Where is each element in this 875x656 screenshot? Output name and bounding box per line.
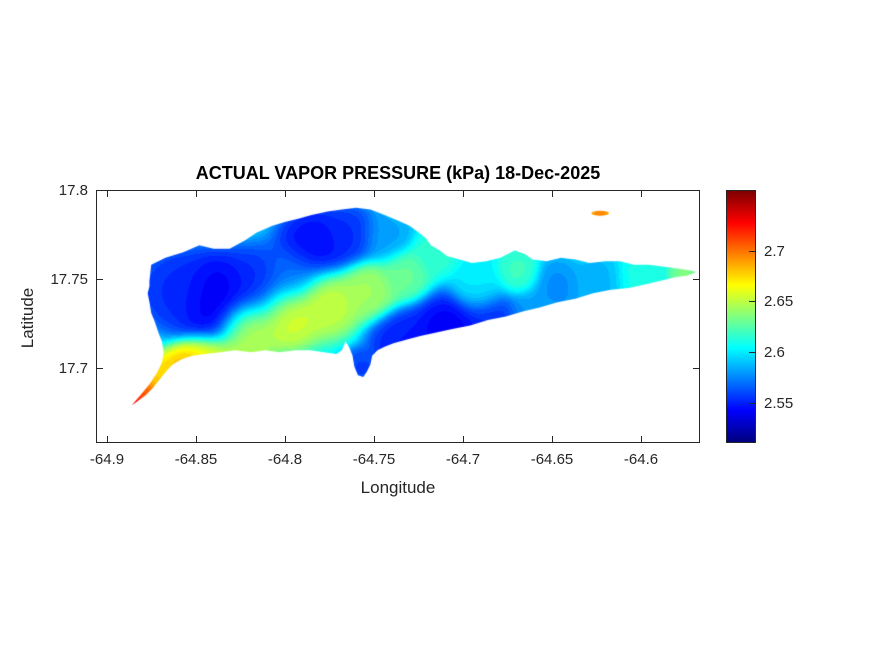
y-tick-label: 17.75 <box>50 271 88 288</box>
x-tick-mark <box>374 191 375 197</box>
colorbar-tick-mark <box>749 352 755 353</box>
x-tick-mark <box>196 436 197 442</box>
x-tick-label: -64.75 <box>352 451 396 468</box>
x-tick-mark <box>552 436 553 442</box>
y-tick-mark <box>97 190 103 191</box>
x-tick-mark <box>196 191 197 197</box>
x-tick-mark <box>374 436 375 442</box>
y-tick-label: 17.7 <box>58 360 88 377</box>
y-tick-mark <box>693 190 699 191</box>
x-tick-mark <box>285 436 286 442</box>
colorbar <box>726 190 756 443</box>
x-tick-label: -64.7 <box>445 451 481 468</box>
colorbar-gradient <box>727 191 755 442</box>
colorbar-tick-label: 2.7 <box>764 243 785 260</box>
x-tick-mark <box>641 191 642 197</box>
y-axis-label: Latitude <box>18 287 37 349</box>
x-tick-mark <box>285 191 286 197</box>
y-tick-mark <box>693 368 699 369</box>
x-tick-mark <box>107 436 108 442</box>
x-tick-label: -64.85 <box>174 451 218 468</box>
x-tick-mark <box>552 191 553 197</box>
colorbar-tick-label: 2.55 <box>764 395 794 412</box>
x-tick-label: -64.6 <box>623 451 659 468</box>
colorbar-tick-label: 2.65 <box>764 293 794 310</box>
x-tick-label: -64.9 <box>89 451 125 468</box>
y-tick-mark <box>97 368 103 369</box>
y-tick-label: 17.8 <box>58 182 88 199</box>
x-tick-mark <box>463 191 464 197</box>
colorbar-tick-mark <box>749 301 755 302</box>
colorbar-tick-mark <box>749 251 755 252</box>
heatmap-canvas <box>96 190 700 443</box>
x-tick-mark <box>641 436 642 442</box>
x-tick-label: -64.65 <box>530 451 574 468</box>
colorbar-tick-mark <box>749 403 755 404</box>
y-tick-mark <box>97 279 103 280</box>
colorbar-tick-label: 2.6 <box>764 344 785 361</box>
x-tick-mark <box>463 436 464 442</box>
y-tick-mark <box>693 279 699 280</box>
x-tick-label: -64.8 <box>267 451 303 468</box>
x-tick-mark <box>107 191 108 197</box>
chart-title: ACTUAL VAPOR PRESSURE (kPa) 18-Dec-2025 <box>195 163 601 183</box>
x-axis-label: Longitude <box>360 478 436 497</box>
